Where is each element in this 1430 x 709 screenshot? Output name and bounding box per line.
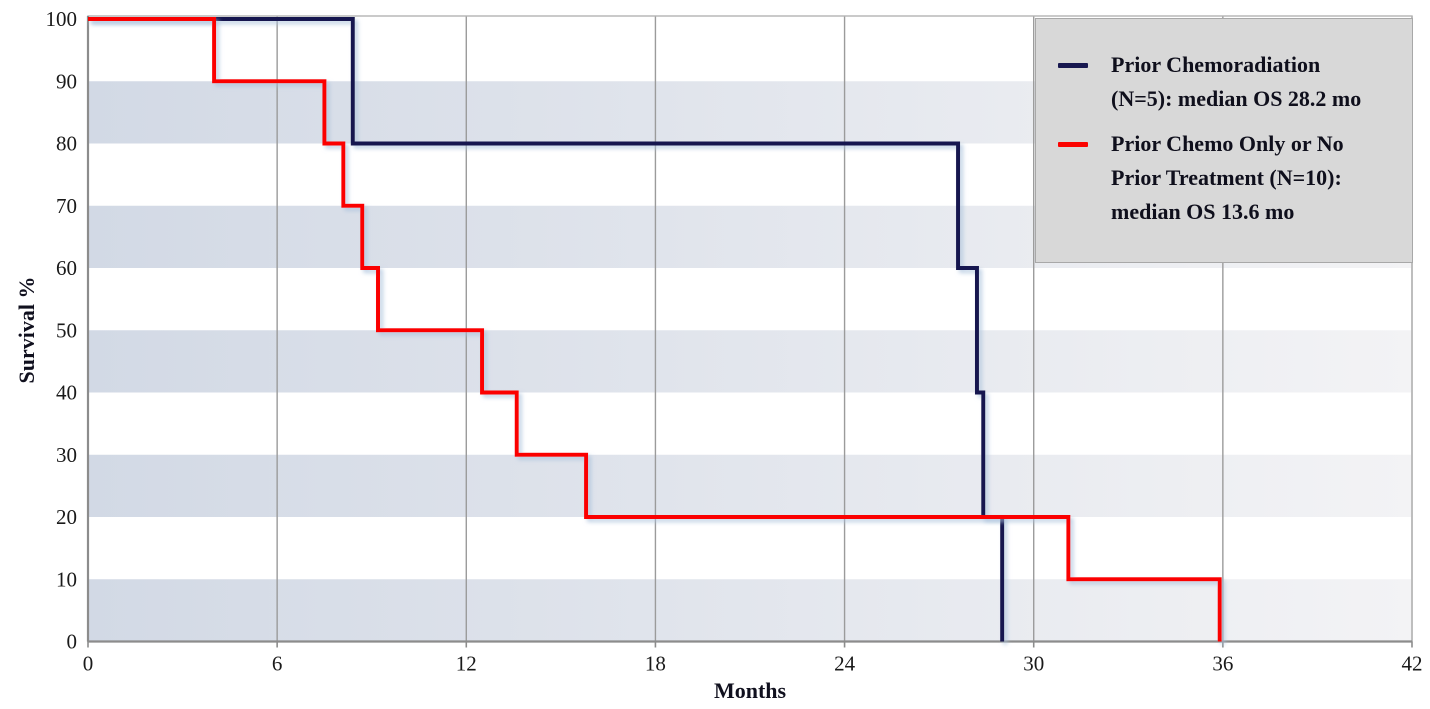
x-axis-title: Months — [713, 678, 787, 703]
legend-label-prior-chemo-only: Prior Chemo Only or No Prior Treatment (… — [1111, 127, 1344, 229]
y-tick-label: 60 — [56, 256, 77, 280]
legend-entry-prior-chemo-only: Prior Chemo Only or No Prior Treatment (… — [1036, 127, 1412, 229]
x-tick-label: 36 — [1212, 652, 1233, 676]
y-axis-title: Survival % — [14, 276, 39, 384]
y-tick-label: 30 — [56, 443, 77, 467]
x-tick-label: 30 — [1023, 652, 1044, 676]
y-tick-label: 90 — [56, 69, 77, 93]
legend: Prior Chemoradiation (N=5): median OS 28… — [1035, 18, 1413, 263]
legend-entry-prior-chemoradiation: Prior Chemoradiation (N=5): median OS 28… — [1036, 48, 1412, 116]
x-tick-label: 42 — [1402, 652, 1423, 676]
plot-frame — [86, 15, 1413, 643]
legend-text-line: median OS 13.6 mo — [1111, 199, 1295, 224]
x-tick-label: 24 — [834, 652, 856, 676]
y-axis-ticks: 0 10 20 30 40 50 60 70 80 90 100 — [46, 7, 78, 654]
series-prior-chemo-only — [88, 17, 1222, 642]
x-tick-label: 18 — [645, 652, 666, 676]
x-tick-label: 12 — [456, 652, 477, 676]
y-tick-label: 40 — [56, 381, 77, 405]
legend-text-line: Prior Chemoradiation — [1111, 52, 1321, 77]
y-tick-label: 10 — [56, 567, 77, 591]
navy-line-swatch-icon — [1058, 63, 1088, 68]
legend-label-prior-chemoradiation: Prior Chemoradiation (N=5): median OS 28… — [1111, 48, 1361, 116]
y-tick-label: 50 — [56, 318, 77, 342]
y-tick-label: 80 — [56, 132, 77, 156]
y-tick-label: 100 — [46, 7, 78, 31]
y-tick-label: 70 — [56, 194, 77, 218]
red-line-swatch-icon — [1058, 142, 1088, 147]
legend-text-line: Prior Treatment (N=10): — [1111, 165, 1342, 190]
y-tick-label: 20 — [56, 505, 77, 529]
legend-text-line: (N=5): median OS 28.2 mo — [1111, 86, 1362, 111]
x-axis-ticks: 0 6 12 18 24 30 36 42 — [83, 641, 1423, 676]
y-tick-label: 0 — [67, 630, 78, 654]
x-tick-label: 6 — [272, 652, 283, 676]
x-tick-label: 0 — [83, 652, 94, 676]
legend-text-line: Prior Chemo Only or No — [1111, 131, 1344, 156]
